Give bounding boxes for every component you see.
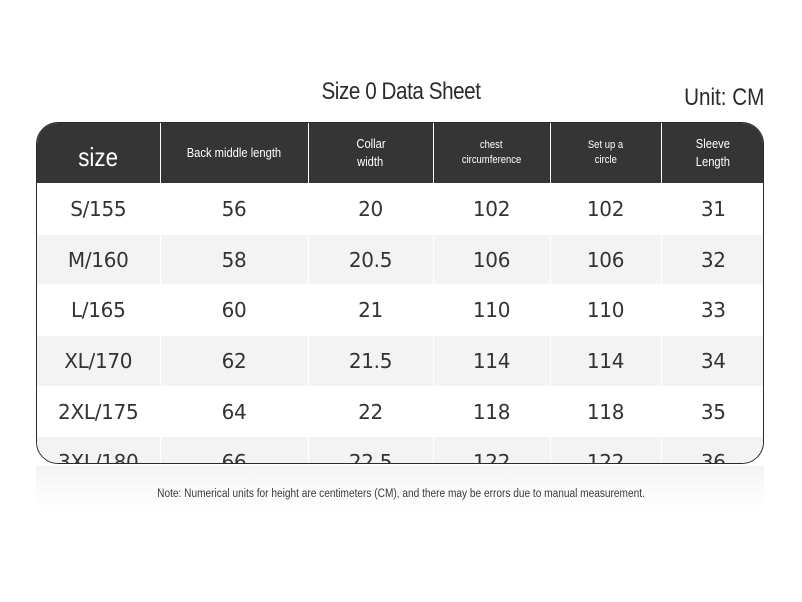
header-size-label: size [78, 141, 119, 172]
cell-chest: 122 [432, 436, 550, 463]
cell-back-length: 62 [159, 335, 308, 387]
header-collar-line1: Collar [355, 135, 386, 151]
unit-label: Unit: CM [683, 84, 764, 111]
sheet-title: Size 0 Data Sheet [321, 78, 481, 105]
header-collar-line2: width [357, 154, 384, 169]
cell-collar-width: 20 [307, 183, 433, 235]
header-sleeve-length: Sleeve Length [660, 123, 763, 184]
header-setup-line1: Set up a [587, 138, 624, 151]
size-table-container: size Back middle length Collar width che… [36, 122, 764, 464]
header-chest-line2: circumference [461, 154, 522, 166]
table-row: L/165 60 21 110 110 33 [37, 284, 763, 336]
cell-size: S/155 [37, 183, 160, 235]
header-sleeve-line1: Sleeve [696, 135, 731, 151]
cell-sleeve-length: 32 [660, 233, 763, 285]
header-back-length-label: Back middle length [186, 144, 282, 160]
table-row: XL/170 62 21.5 114 114 34 [37, 335, 763, 387]
cell-collar-width: 21.5 [307, 335, 433, 387]
cell-setup-circle: 122 [549, 436, 661, 463]
cell-setup-circle: 110 [549, 284, 661, 336]
cell-collar-width: 20.5 [307, 233, 433, 285]
cell-sleeve-length: 31 [660, 183, 763, 235]
header-collar-width: Collar width [307, 123, 433, 184]
cell-size: M/160 [37, 233, 160, 285]
cell-sleeve-length: 36 [660, 436, 763, 463]
cell-setup-circle: 102 [549, 183, 661, 235]
header-row: size Back middle length Collar width che… [37, 123, 763, 184]
table-row: M/160 58 20.5 106 106 32 [37, 233, 763, 285]
cell-back-length: 60 [159, 284, 308, 336]
cell-chest: 114 [432, 335, 550, 387]
cell-sleeve-length: 34 [660, 335, 763, 387]
table-reflection [36, 466, 764, 514]
cell-setup-circle: 106 [549, 233, 661, 285]
cell-size: L/165 [37, 284, 160, 336]
cell-collar-width: 21 [307, 284, 433, 336]
cell-sleeve-length: 33 [660, 284, 763, 336]
cell-chest: 102 [432, 183, 550, 235]
header-chest: chest circumference [432, 123, 550, 184]
cell-collar-width: 22.5 [307, 436, 433, 463]
header-setup-line2: circle [594, 154, 617, 166]
table-row: 3XL/180 66 22.5 122 122 36 [37, 436, 763, 463]
header-chest-line1: chest [480, 138, 503, 151]
cell-back-length: 58 [159, 233, 308, 285]
cell-chest: 118 [432, 385, 550, 437]
cell-back-length: 66 [159, 436, 308, 463]
header-sleeve-line2: Length [696, 154, 731, 169]
table-row: 2XL/175 64 22 118 118 35 [37, 385, 763, 437]
cell-chest: 106 [432, 233, 550, 285]
cell-setup-circle: 118 [549, 385, 661, 437]
cell-back-length: 64 [159, 385, 308, 437]
cell-size: XL/170 [37, 335, 160, 387]
header-back-length: Back middle length [159, 123, 308, 184]
cell-size: 2XL/175 [37, 385, 160, 437]
cell-collar-width: 22 [307, 385, 433, 437]
header-setup-circle: Set up a circle [549, 123, 661, 184]
cell-back-length: 56 [159, 183, 308, 235]
table-row: S/155 56 20 102 102 31 [37, 183, 763, 235]
header-size: size [37, 123, 160, 184]
cell-sleeve-length: 35 [660, 385, 763, 437]
cell-size: 3XL/180 [37, 436, 160, 463]
cell-chest: 110 [432, 284, 550, 336]
cell-setup-circle: 114 [549, 335, 661, 387]
measurement-note: Note: Numerical units for height are cen… [157, 488, 645, 500]
size-table: size Back middle length Collar width che… [37, 123, 763, 463]
